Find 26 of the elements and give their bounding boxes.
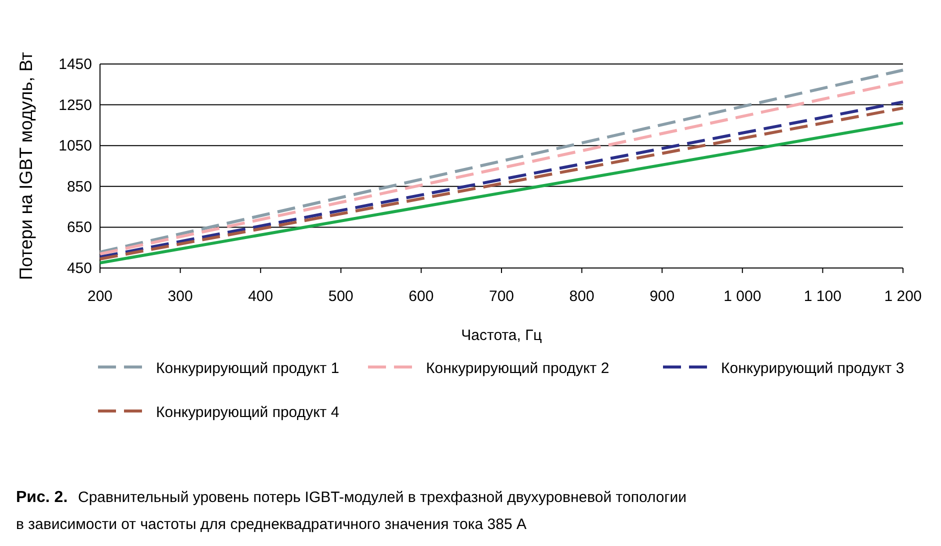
x-tick-label: 900 xyxy=(650,288,675,305)
y-tick-label: 1250 xyxy=(58,96,92,114)
text: в зависимости от частоты для среднеквадратичного значения тока 385 А xyxy=(16,516,527,533)
text: Сравнительный уровень потерь IGBT-модулей в трехфазной двухуровневой топологии xyxy=(78,489,686,506)
legend-label: Конкурирующий продукт 4 xyxy=(156,404,340,421)
y-tick-label: 850 xyxy=(66,178,92,196)
x-tick-label: 300 xyxy=(168,288,193,305)
x-axis-title: Частота, Гц xyxy=(461,327,542,344)
x-tick-label: 800 xyxy=(569,288,594,305)
y-tick-label: 1050 xyxy=(58,138,92,155)
legend-label: Конкурирующий продукт 1 xyxy=(156,360,340,377)
x-tick-label: 500 xyxy=(328,288,354,305)
x-tick-label: 700 xyxy=(488,288,514,305)
x-tick-label: 200 xyxy=(87,288,113,305)
x-tick-label: 1 100 xyxy=(804,288,842,305)
y-tick-label: 1450 xyxy=(58,56,92,73)
y-axis-title: Потери на IGBT модуль, Вт xyxy=(16,52,36,280)
x-tick-label: 1 200 xyxy=(884,288,922,305)
x-tick-label: 1 000 xyxy=(724,288,762,305)
x-tick-label: 400 xyxy=(248,288,274,305)
text: Рис. 2. xyxy=(16,489,68,506)
y-tick-label: 450 xyxy=(66,260,92,277)
y-tick-label: 650 xyxy=(66,219,92,236)
legend-label: Конкурирующий продукт 2 xyxy=(426,360,610,377)
legend-label: Конкурирующий продукт 3 xyxy=(721,360,904,377)
x-tick-label: 600 xyxy=(408,288,434,305)
